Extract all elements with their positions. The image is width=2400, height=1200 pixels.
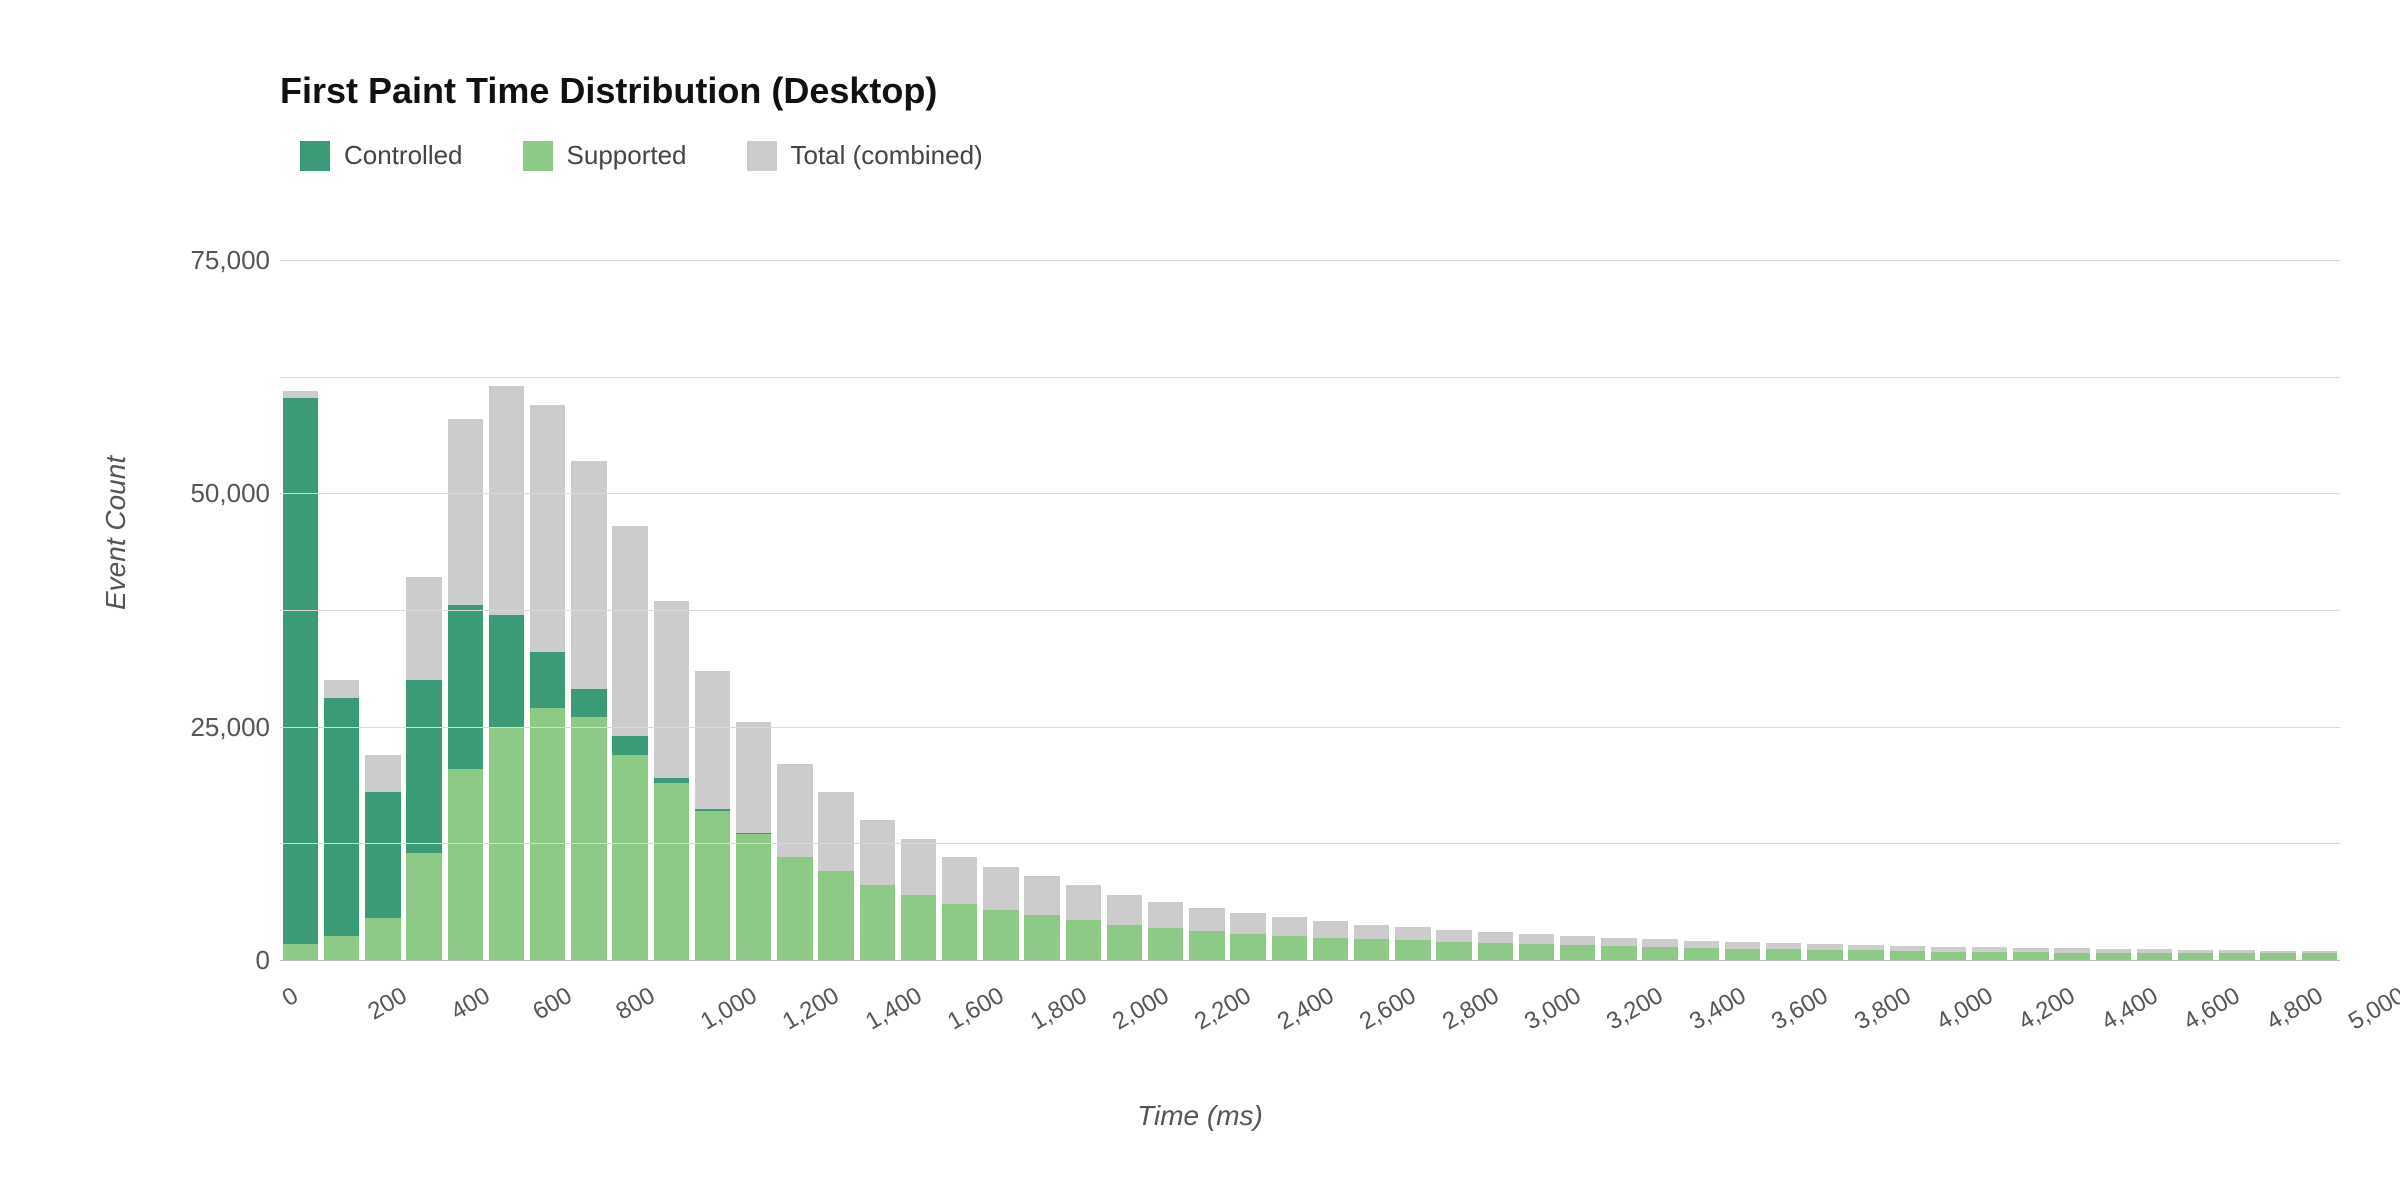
bar-segment-supported — [1848, 950, 1883, 960]
legend-swatch-supported — [523, 141, 553, 171]
legend-label: Supported — [567, 140, 687, 171]
bar-segment-supported — [1725, 949, 1760, 960]
bar-segment-supported — [2054, 953, 2089, 960]
legend-label: Total (combined) — [791, 140, 983, 171]
bar-segment-supported — [1807, 950, 1842, 960]
x-tick-label: 3,800 — [1850, 982, 1916, 1036]
bar-segment-supported — [2096, 953, 2131, 960]
bar-segment-supported — [1519, 944, 1554, 960]
legend-item-total: Total (combined) — [747, 140, 983, 171]
x-tick-label: 0 — [278, 982, 304, 1013]
plot-area — [280, 260, 2340, 960]
x-tick-label: 5,000 — [2344, 982, 2400, 1036]
bar-segment-supported — [1890, 951, 1925, 960]
x-tick-label: 2,800 — [1438, 982, 1504, 1036]
bar-segment-supported — [283, 944, 318, 960]
x-tick-label: 4,400 — [2097, 982, 2163, 1036]
bar-segment-supported — [1272, 936, 1307, 960]
bar-segment-supported — [901, 895, 936, 960]
bar-segment-supported — [1436, 942, 1471, 960]
bar-segment-supported — [365, 918, 400, 960]
bar-segment-supported — [1230, 934, 1265, 960]
x-tick-label: 3,200 — [1602, 982, 1668, 1036]
bar-segment-supported — [1478, 943, 1513, 960]
gridline — [280, 960, 2340, 961]
bar-segment-supported — [1601, 946, 1636, 960]
x-tick-label: 4,000 — [1932, 982, 1998, 1036]
bar-segment-supported — [818, 871, 853, 960]
bar-segment-supported — [1354, 939, 1389, 960]
x-tick-label: 2,200 — [1190, 982, 1256, 1036]
x-tick-label: 3,400 — [1685, 982, 1751, 1036]
x-tick-label: 1,400 — [861, 982, 927, 1036]
bar-segment-supported — [1189, 931, 1224, 960]
bar-segment-supported — [942, 904, 977, 960]
minor-gridline — [280, 377, 2340, 378]
bar-segment-supported — [571, 717, 606, 960]
x-tick-label: 1,600 — [943, 982, 1009, 1036]
bar-segment-supported — [695, 811, 730, 960]
legend-swatch-controlled — [300, 141, 330, 171]
minor-gridline — [280, 610, 2340, 611]
x-tick-label: 1,200 — [778, 982, 844, 1036]
legend-label: Controlled — [344, 140, 463, 171]
chart-legend: Controlled Supported Total (combined) — [300, 140, 983, 171]
y-tick-label: 0 — [160, 945, 270, 976]
bar-segment-supported — [448, 769, 483, 960]
bar-segment-supported — [1931, 952, 1966, 960]
legend-item-supported: Supported — [523, 140, 687, 171]
x-tick-label: 600 — [529, 982, 578, 1026]
x-tick-label: 800 — [611, 982, 660, 1026]
bar-segment-supported — [1766, 949, 1801, 960]
x-tick-label: 2,400 — [1273, 982, 1339, 1036]
bar-segment-supported — [612, 755, 647, 960]
bar-segment-supported — [1395, 940, 1430, 960]
bar-segment-supported — [1684, 948, 1719, 960]
y-tick-label: 50,000 — [160, 478, 270, 509]
bar-segment-controlled — [324, 698, 359, 960]
bar-segment-supported — [777, 857, 812, 960]
x-tick-label: 3,000 — [1520, 982, 1586, 1036]
bar-segment-supported — [1642, 947, 1677, 960]
bar-segment-supported — [1107, 925, 1142, 960]
bar-segment-supported — [2013, 952, 2048, 960]
bar-segment-supported — [983, 910, 1018, 960]
x-tick-label: 1,000 — [696, 982, 762, 1036]
bar-segment-supported — [1313, 938, 1348, 960]
x-axis-label: Time (ms) — [1137, 1100, 1263, 1132]
bar-segment-supported — [1560, 945, 1595, 960]
gridline — [280, 260, 2340, 261]
x-tick-label: 2,600 — [1355, 982, 1421, 1036]
x-tick-label: 4,800 — [2262, 982, 2328, 1036]
bar-segment-supported — [406, 853, 441, 960]
x-tick-label: 3,600 — [1767, 982, 1833, 1036]
bar-segment-supported — [1024, 915, 1059, 960]
x-tick-label: 4,200 — [2014, 982, 2080, 1036]
gridline — [280, 727, 2340, 728]
bar-segment-supported — [860, 885, 895, 960]
legend-item-controlled: Controlled — [300, 140, 463, 171]
bar-segment-supported — [530, 708, 565, 960]
histogram-chart: First Paint Time Distribution (Desktop) … — [0, 0, 2400, 1200]
x-tick-label: 4,600 — [2179, 982, 2245, 1036]
gridline — [280, 493, 2340, 494]
bar-segment-supported — [736, 834, 771, 960]
y-axis-label: Event Count — [100, 456, 132, 610]
minor-gridline — [280, 843, 2340, 844]
x-tick-label: 1,800 — [1026, 982, 1092, 1036]
bar-segment-supported — [2137, 953, 2172, 960]
bar-segment-supported — [1066, 920, 1101, 960]
bar-segment-supported — [1148, 928, 1183, 960]
x-tick-label: 400 — [446, 982, 495, 1026]
x-tick-label: 2,000 — [1108, 982, 1174, 1036]
bar-segment-supported — [654, 783, 689, 960]
chart-title: First Paint Time Distribution (Desktop) — [280, 70, 937, 112]
bar-segment-controlled — [283, 398, 318, 960]
legend-swatch-total — [747, 141, 777, 171]
bar-segment-supported — [1972, 952, 2007, 960]
bar-segment-supported — [324, 936, 359, 960]
y-tick-label: 25,000 — [160, 712, 270, 743]
x-tick-label: 200 — [364, 982, 413, 1026]
y-tick-label: 75,000 — [160, 245, 270, 276]
